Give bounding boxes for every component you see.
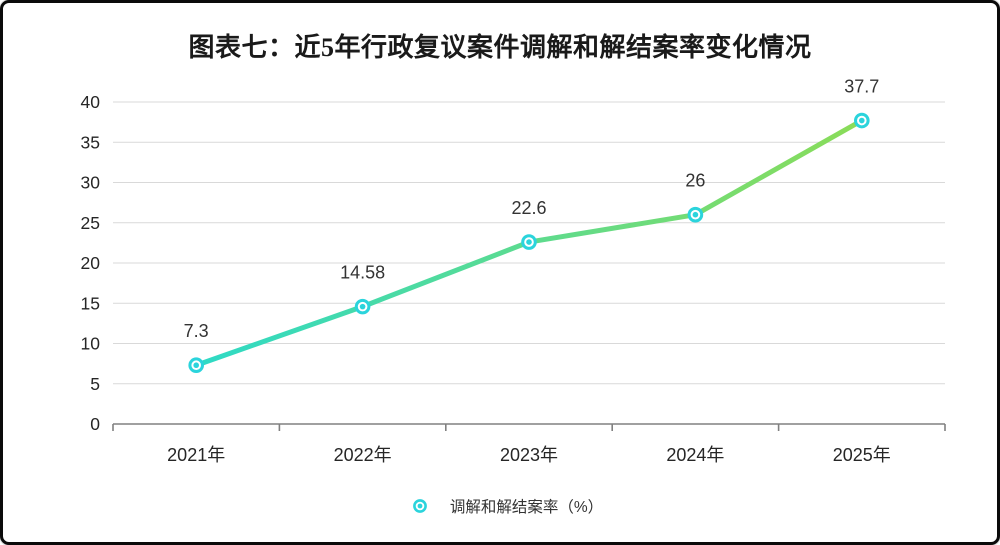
data-point-marker-dot <box>692 211 699 218</box>
data-point-value-label: 14.58 <box>340 263 385 283</box>
data-point-value-label: 26 <box>685 171 705 191</box>
y-axis-tick-label: 35 <box>81 132 100 152</box>
x-axis-tick-label: 2024年 <box>666 445 724 465</box>
y-axis-tick-label: 10 <box>81 334 101 354</box>
y-axis-tick-label: 30 <box>81 173 101 193</box>
y-axis-tick-label: 0 <box>90 414 100 434</box>
data-point-value-label: 37.7 <box>844 77 879 97</box>
data-point-marker-dot <box>526 239 532 245</box>
legend-line-marker-icon <box>396 499 443 513</box>
data-point-marker-dot <box>859 117 865 124</box>
data-point-marker-dot <box>359 303 366 310</box>
x-axis-tick-label: 2022年 <box>334 445 392 465</box>
y-axis-tick-label: 40 <box>81 92 101 112</box>
x-axis-tick-label: 2023年 <box>500 445 558 465</box>
legend[interactable]: 调解和解结案率（%） <box>3 494 997 518</box>
legend-label: 调解和解结案率（%） <box>449 499 604 516</box>
data-point-value-label: 22.6 <box>511 198 546 218</box>
legend-marker-dot <box>417 503 423 509</box>
y-axis-tick-label: 5 <box>90 374 100 394</box>
data-point-value-label: 7.3 <box>184 321 209 341</box>
y-axis-tick-label: 25 <box>81 213 100 233</box>
y-axis-tick-label: 20 <box>81 253 101 273</box>
line-chart-canvas: 0 5 10 15 20 25 30 35 40 2021年 2022年 2023年 2024年 2025… <box>81 77 946 465</box>
x-axis-tick-label: 2025年 <box>833 445 891 465</box>
data-point-marker-dot <box>193 362 199 369</box>
chart-title: 图表七：近5年行政复议案件调解和解结案率变化情况 <box>188 33 812 62</box>
y-axis-tick-label: 15 <box>81 293 100 313</box>
x-axis-tick-label: 2021年 <box>167 445 225 465</box>
